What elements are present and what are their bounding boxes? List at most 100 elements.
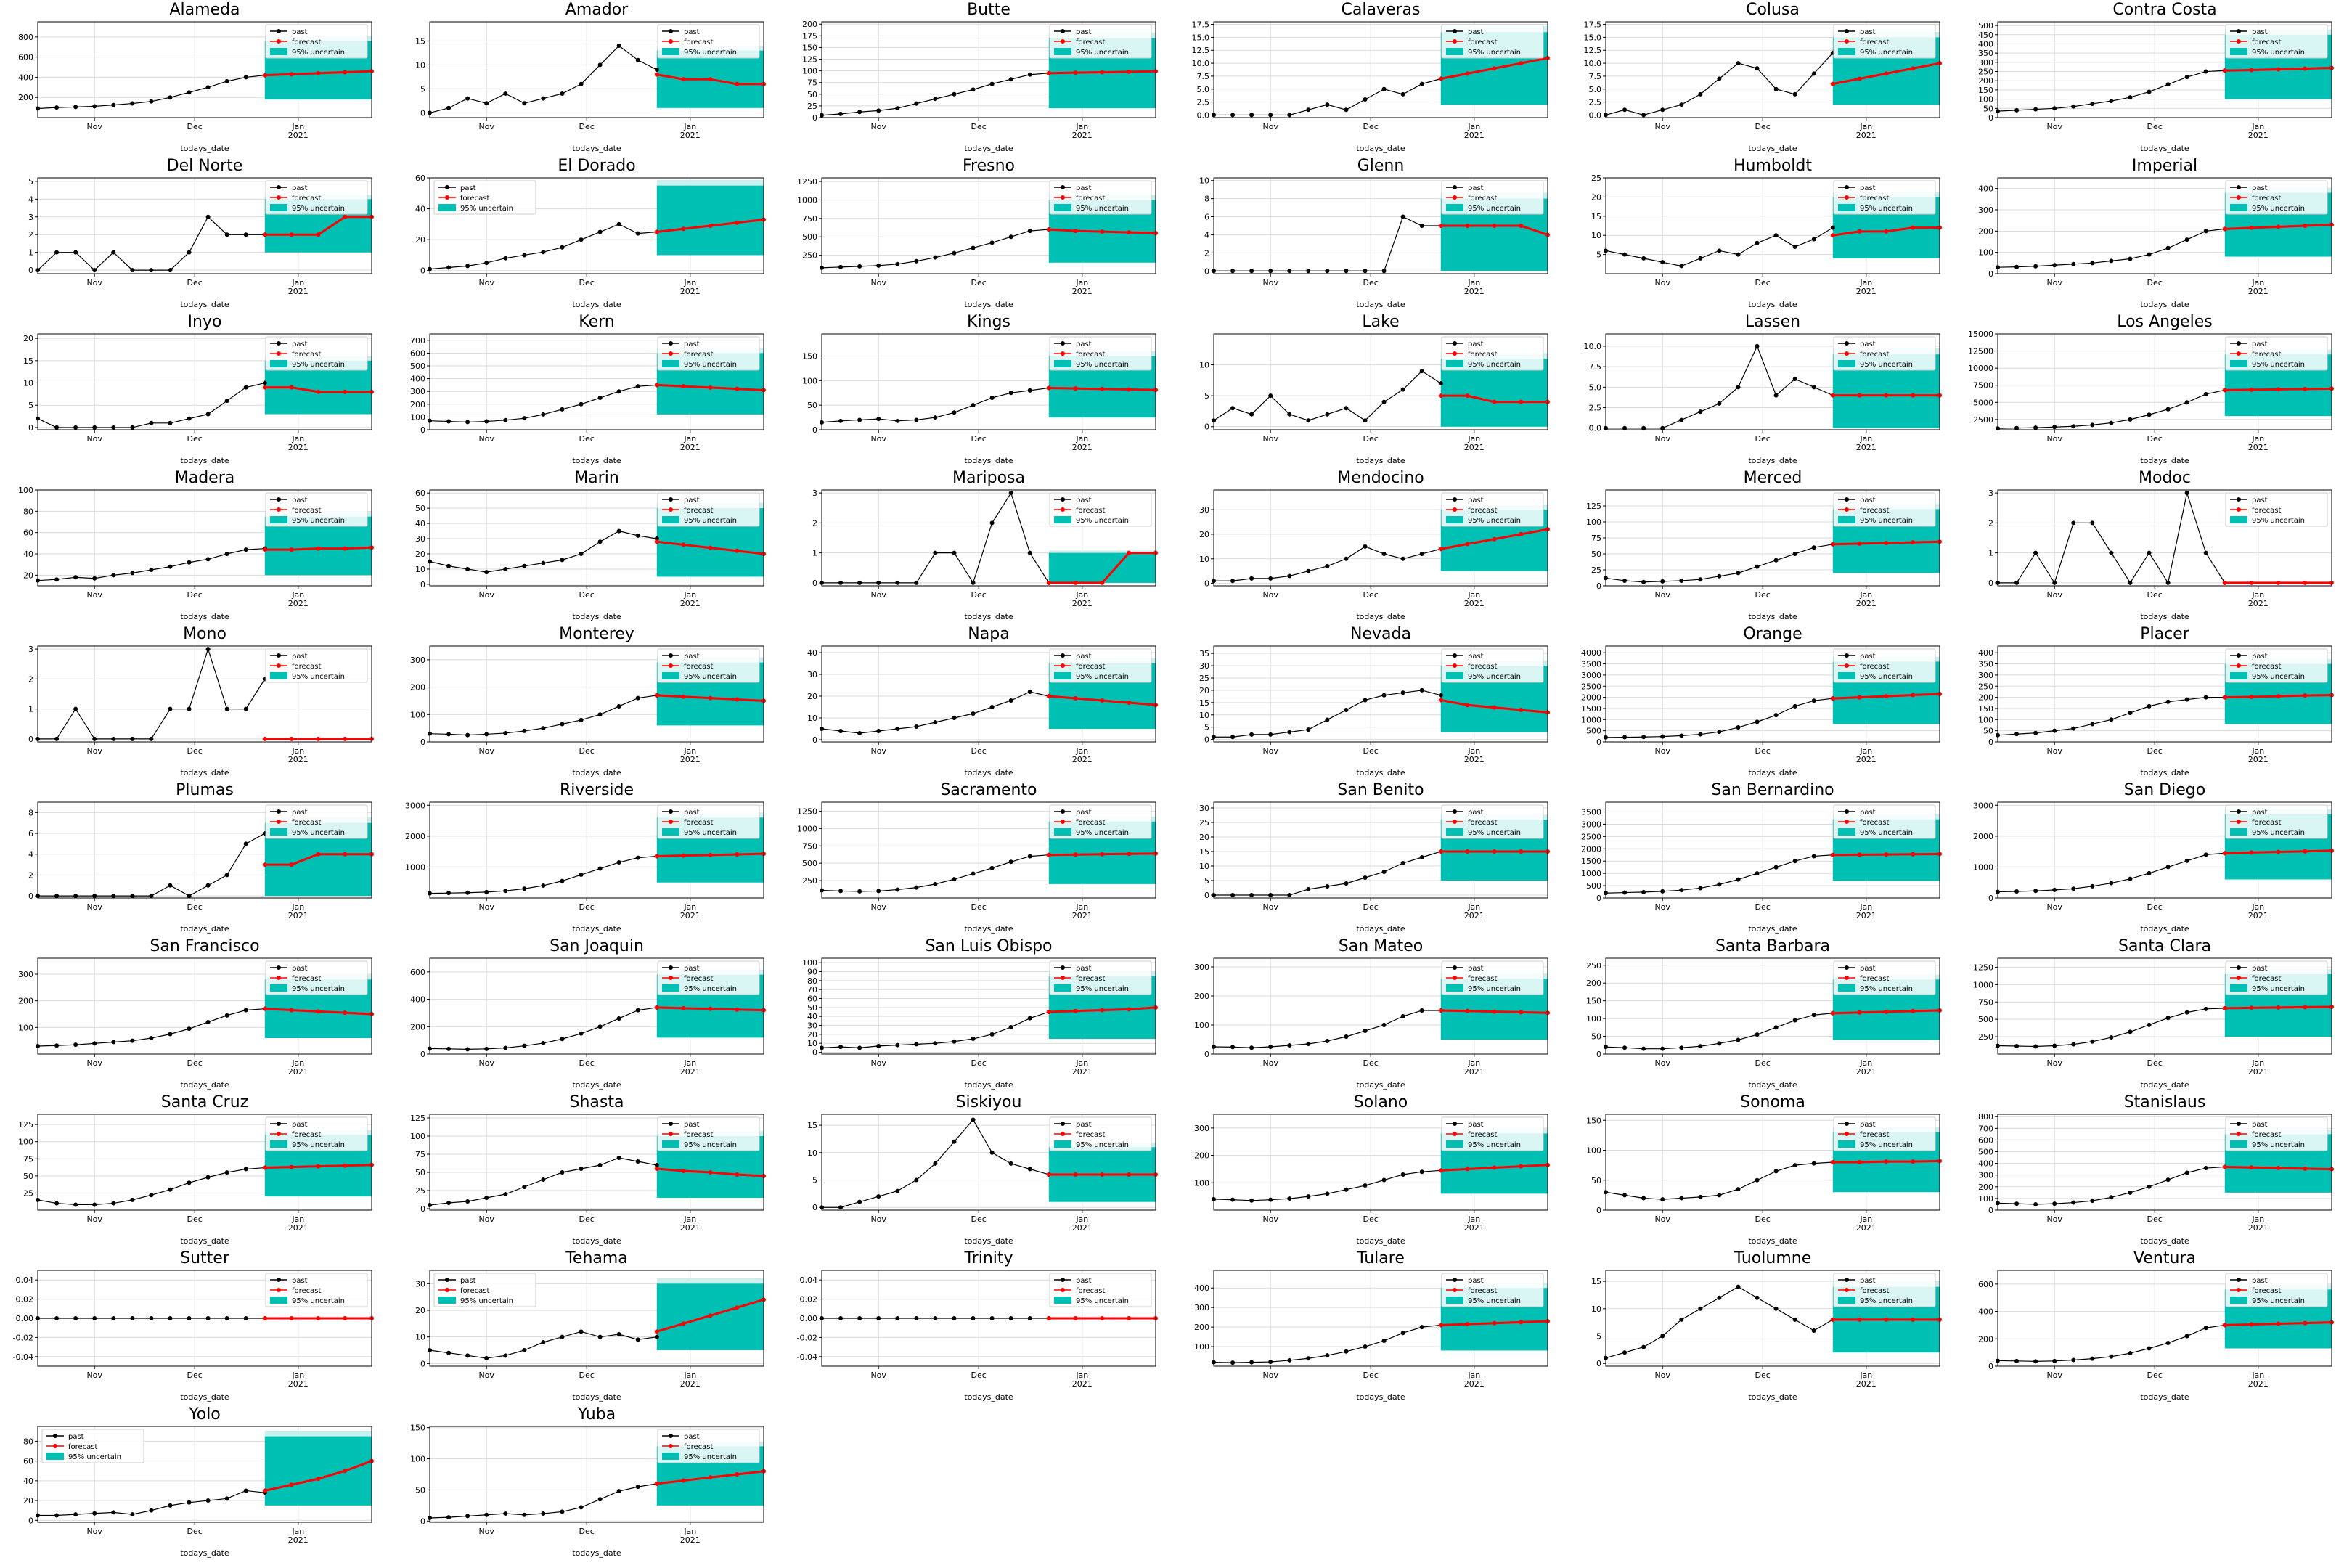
y-tick-label: 250 (1586, 961, 1601, 971)
y-tick-label: 0 (812, 1203, 817, 1212)
x-tick-label: Dec (1363, 122, 1379, 131)
forecast-point (1100, 229, 1105, 234)
x-tick-label: 2021 (680, 131, 701, 140)
legend-swatch-marker (669, 965, 673, 970)
uncertainty-band (656, 185, 764, 256)
y-tick-label: 300 (18, 970, 33, 979)
legend-swatch-marker (1845, 1132, 1849, 1136)
legend-label: forecast (1076, 195, 1106, 203)
y-tick-label: 0 (28, 1516, 33, 1525)
chart-title: Mariposa (952, 469, 1025, 487)
forecast-point (262, 547, 267, 552)
legend-swatch-patch (662, 828, 679, 836)
forecast-point (316, 70, 321, 75)
y-tick-label: 60 (807, 995, 817, 1004)
y-tick-label: 150 (1978, 86, 1993, 95)
x-tick-label: 2021 (1464, 131, 1485, 140)
past-point (1755, 240, 1760, 245)
legend-label: past (1860, 653, 1876, 661)
legend-swatch-marker (1453, 1278, 1457, 1282)
forecast-point (735, 548, 740, 553)
x-tick-label: Dec (187, 1058, 203, 1068)
legend-label: forecast (1468, 1131, 1498, 1139)
past-point (522, 1185, 527, 1189)
past-point (2090, 520, 2095, 526)
past-series-line (1214, 546, 1441, 581)
y-tick-label: 10 (415, 1333, 425, 1342)
x-axis-label: todays_date (964, 768, 1013, 777)
x-tick-label: Nov (1262, 590, 1278, 600)
y-tick-label: 100 (1194, 1021, 1209, 1030)
x-tick-label: Nov (478, 1371, 494, 1380)
uncertainty-band (264, 1436, 372, 1506)
y-tick-label: 7.5 (1197, 72, 1210, 81)
y-tick-label: 3000 (1581, 820, 1601, 829)
x-tick-label: Nov (86, 122, 102, 131)
past-point (205, 1316, 211, 1320)
y-tick-label: 0 (812, 579, 817, 588)
past-point (1641, 579, 1646, 584)
past-point (1249, 412, 1254, 417)
past-point (560, 245, 565, 250)
forecast-point (2303, 580, 2308, 585)
past-point (2033, 730, 2038, 735)
past-point (1438, 381, 1443, 386)
forecast-point (1438, 224, 1443, 228)
past-point (1400, 1014, 1405, 1018)
past-point (1268, 113, 1273, 118)
past-point (503, 91, 508, 96)
forecast-point (681, 694, 686, 699)
past-point (224, 1013, 229, 1018)
past-series-line (37, 1167, 265, 1206)
past-series-line (1998, 491, 2226, 584)
legend-label: forecast (2252, 38, 2282, 46)
past-point (1249, 576, 1254, 581)
legend-label: forecast (2252, 975, 2282, 983)
legend-label: past (292, 497, 308, 505)
legend-swatch-marker (1453, 1122, 1457, 1126)
legend-label: 95% uncertain (1468, 673, 1521, 681)
past-point (1363, 875, 1368, 880)
past-point (522, 253, 527, 258)
past-point (1641, 425, 1646, 430)
forecast-point (1519, 1320, 1524, 1325)
forecast-point (1492, 1165, 1497, 1170)
chart-panel: Stanislaus 0 100 200 300 400 500 600 700 800 Nov De… (1960, 1093, 2352, 1249)
legend-box (657, 648, 760, 683)
past-series-line (821, 229, 1049, 269)
legend-label: 95% uncertain (684, 1141, 737, 1149)
uncertainty-band-upper (264, 1430, 372, 1437)
x-tick-label: 2021 (1856, 1067, 1877, 1077)
plot-frame (1605, 21, 1940, 118)
past-point (2203, 1166, 2208, 1171)
x-tick-label: Dec (187, 278, 203, 287)
legend-label: 95% uncertain (292, 205, 345, 213)
chart-svg: Calaveras0.02.55.07.510.012.515.017.5Nov… (1192, 1, 1550, 153)
y-tick-label: 0 (1204, 735, 1209, 745)
plot-frame (429, 21, 764, 118)
legend-box (2225, 648, 2328, 683)
past-point (522, 101, 527, 106)
legend-label: 95% uncertain (2252, 205, 2305, 213)
past-series-line (821, 691, 1049, 734)
past-point (465, 566, 470, 571)
y-tick-label: 100 (1978, 1194, 1993, 1204)
y-tick-label: 350 (1978, 49, 1993, 58)
forecast-point (1127, 1316, 1132, 1320)
chart-panel: Merced 0 25 50 75 100 125 Nov Dec Jan 2021 todays_d… (1568, 468, 1960, 624)
forecast-point (262, 1488, 267, 1493)
legend-label: 95% uncertain (1468, 517, 1521, 525)
past-point (130, 1197, 135, 1202)
y-tick-label: 25 (415, 1186, 425, 1196)
past-point (2109, 420, 2114, 425)
past-series-line (429, 224, 657, 270)
x-axis-label: todays_date (1748, 456, 1797, 465)
chart-title: Santa Barbara (1715, 937, 1830, 955)
past-point (1641, 1196, 1646, 1201)
y-tick-label: 500 (1978, 21, 1993, 30)
legend-label: 95% uncertain (1468, 49, 1521, 57)
y-tick-label: 25 (1199, 818, 1209, 828)
legend-box (657, 1429, 760, 1463)
forecast-point (1465, 393, 1470, 399)
past-point (446, 563, 452, 568)
